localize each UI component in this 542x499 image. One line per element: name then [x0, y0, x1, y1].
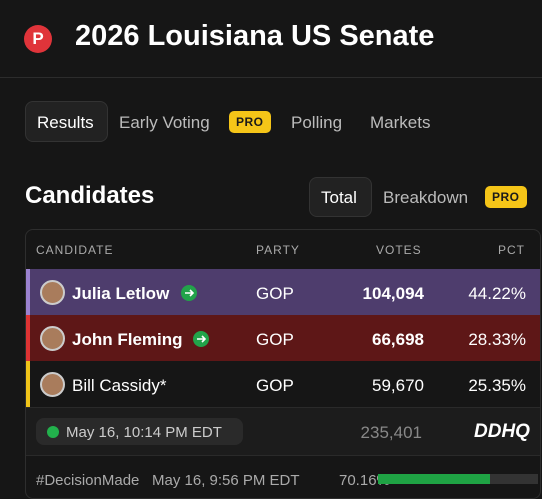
pro-badge: PRO [229, 111, 271, 133]
candidate-row[interactable]: Julia Letlow GOP 104,094 44.22% [26, 269, 540, 315]
tab[interactable]: Markets [370, 113, 431, 132]
source-logo: DDHQ [474, 421, 530, 442]
party: GOP [256, 376, 294, 395]
avatar [40, 326, 65, 351]
progress-track [378, 474, 538, 484]
timestamp: May 16, 10:14 PM EDT [66, 424, 222, 441]
tab[interactable]: Early Voting [119, 113, 210, 132]
toggle[interactable]: Total [321, 188, 357, 207]
winner-icon [181, 285, 197, 301]
timestamp-pill [36, 418, 243, 445]
pct: 25.35% [468, 376, 526, 395]
live-dot [47, 426, 59, 438]
candidate-row[interactable]: John Fleming GOP 66,698 28.33% [26, 315, 540, 361]
progress-fill [378, 474, 491, 484]
tab[interactable]: Results [37, 113, 94, 132]
party: GOP [256, 284, 294, 303]
reported-pct: 70.16% [339, 472, 390, 489]
tab-active[interactable] [25, 101, 108, 142]
avatar [40, 372, 65, 397]
winner-icon [193, 331, 209, 347]
section-title: Candidates [25, 182, 155, 209]
column-header: PCT [498, 243, 525, 257]
votes: 104,094 [362, 284, 424, 303]
toggle[interactable]: Breakdown [383, 188, 469, 207]
votes: 66,698 [372, 330, 424, 349]
decision-time: May 16, 9:56 PM EDT [152, 472, 300, 489]
pct: 28.33% [468, 330, 526, 349]
decision-tag: #DecisionMade [36, 472, 140, 489]
column-header: CANDIDATE [36, 243, 114, 257]
tab[interactable]: Polling [291, 113, 343, 132]
divider [0, 77, 542, 78]
party: GOP [256, 330, 294, 349]
column-header: PARTY [256, 243, 300, 257]
pro-badge: PRO [485, 186, 527, 208]
page-title: 2026 Louisiana US Senate [75, 20, 435, 52]
column-header: VOTES [376, 243, 422, 257]
candidate-name: Bill Cassidy* [72, 376, 167, 395]
candidate-name: John Fleming [72, 330, 183, 349]
toggle-active[interactable] [309, 177, 372, 217]
candidate-row[interactable]: Bill Cassidy* GOP 59,670 25.35% [26, 361, 540, 407]
votes: 59,670 [372, 376, 424, 395]
total-votes: 235,401 [360, 423, 422, 442]
party-badge: P [24, 25, 52, 53]
avatar [40, 280, 65, 305]
pct: 44.22% [468, 284, 526, 303]
candidate-name: Julia Letlow [72, 284, 170, 303]
